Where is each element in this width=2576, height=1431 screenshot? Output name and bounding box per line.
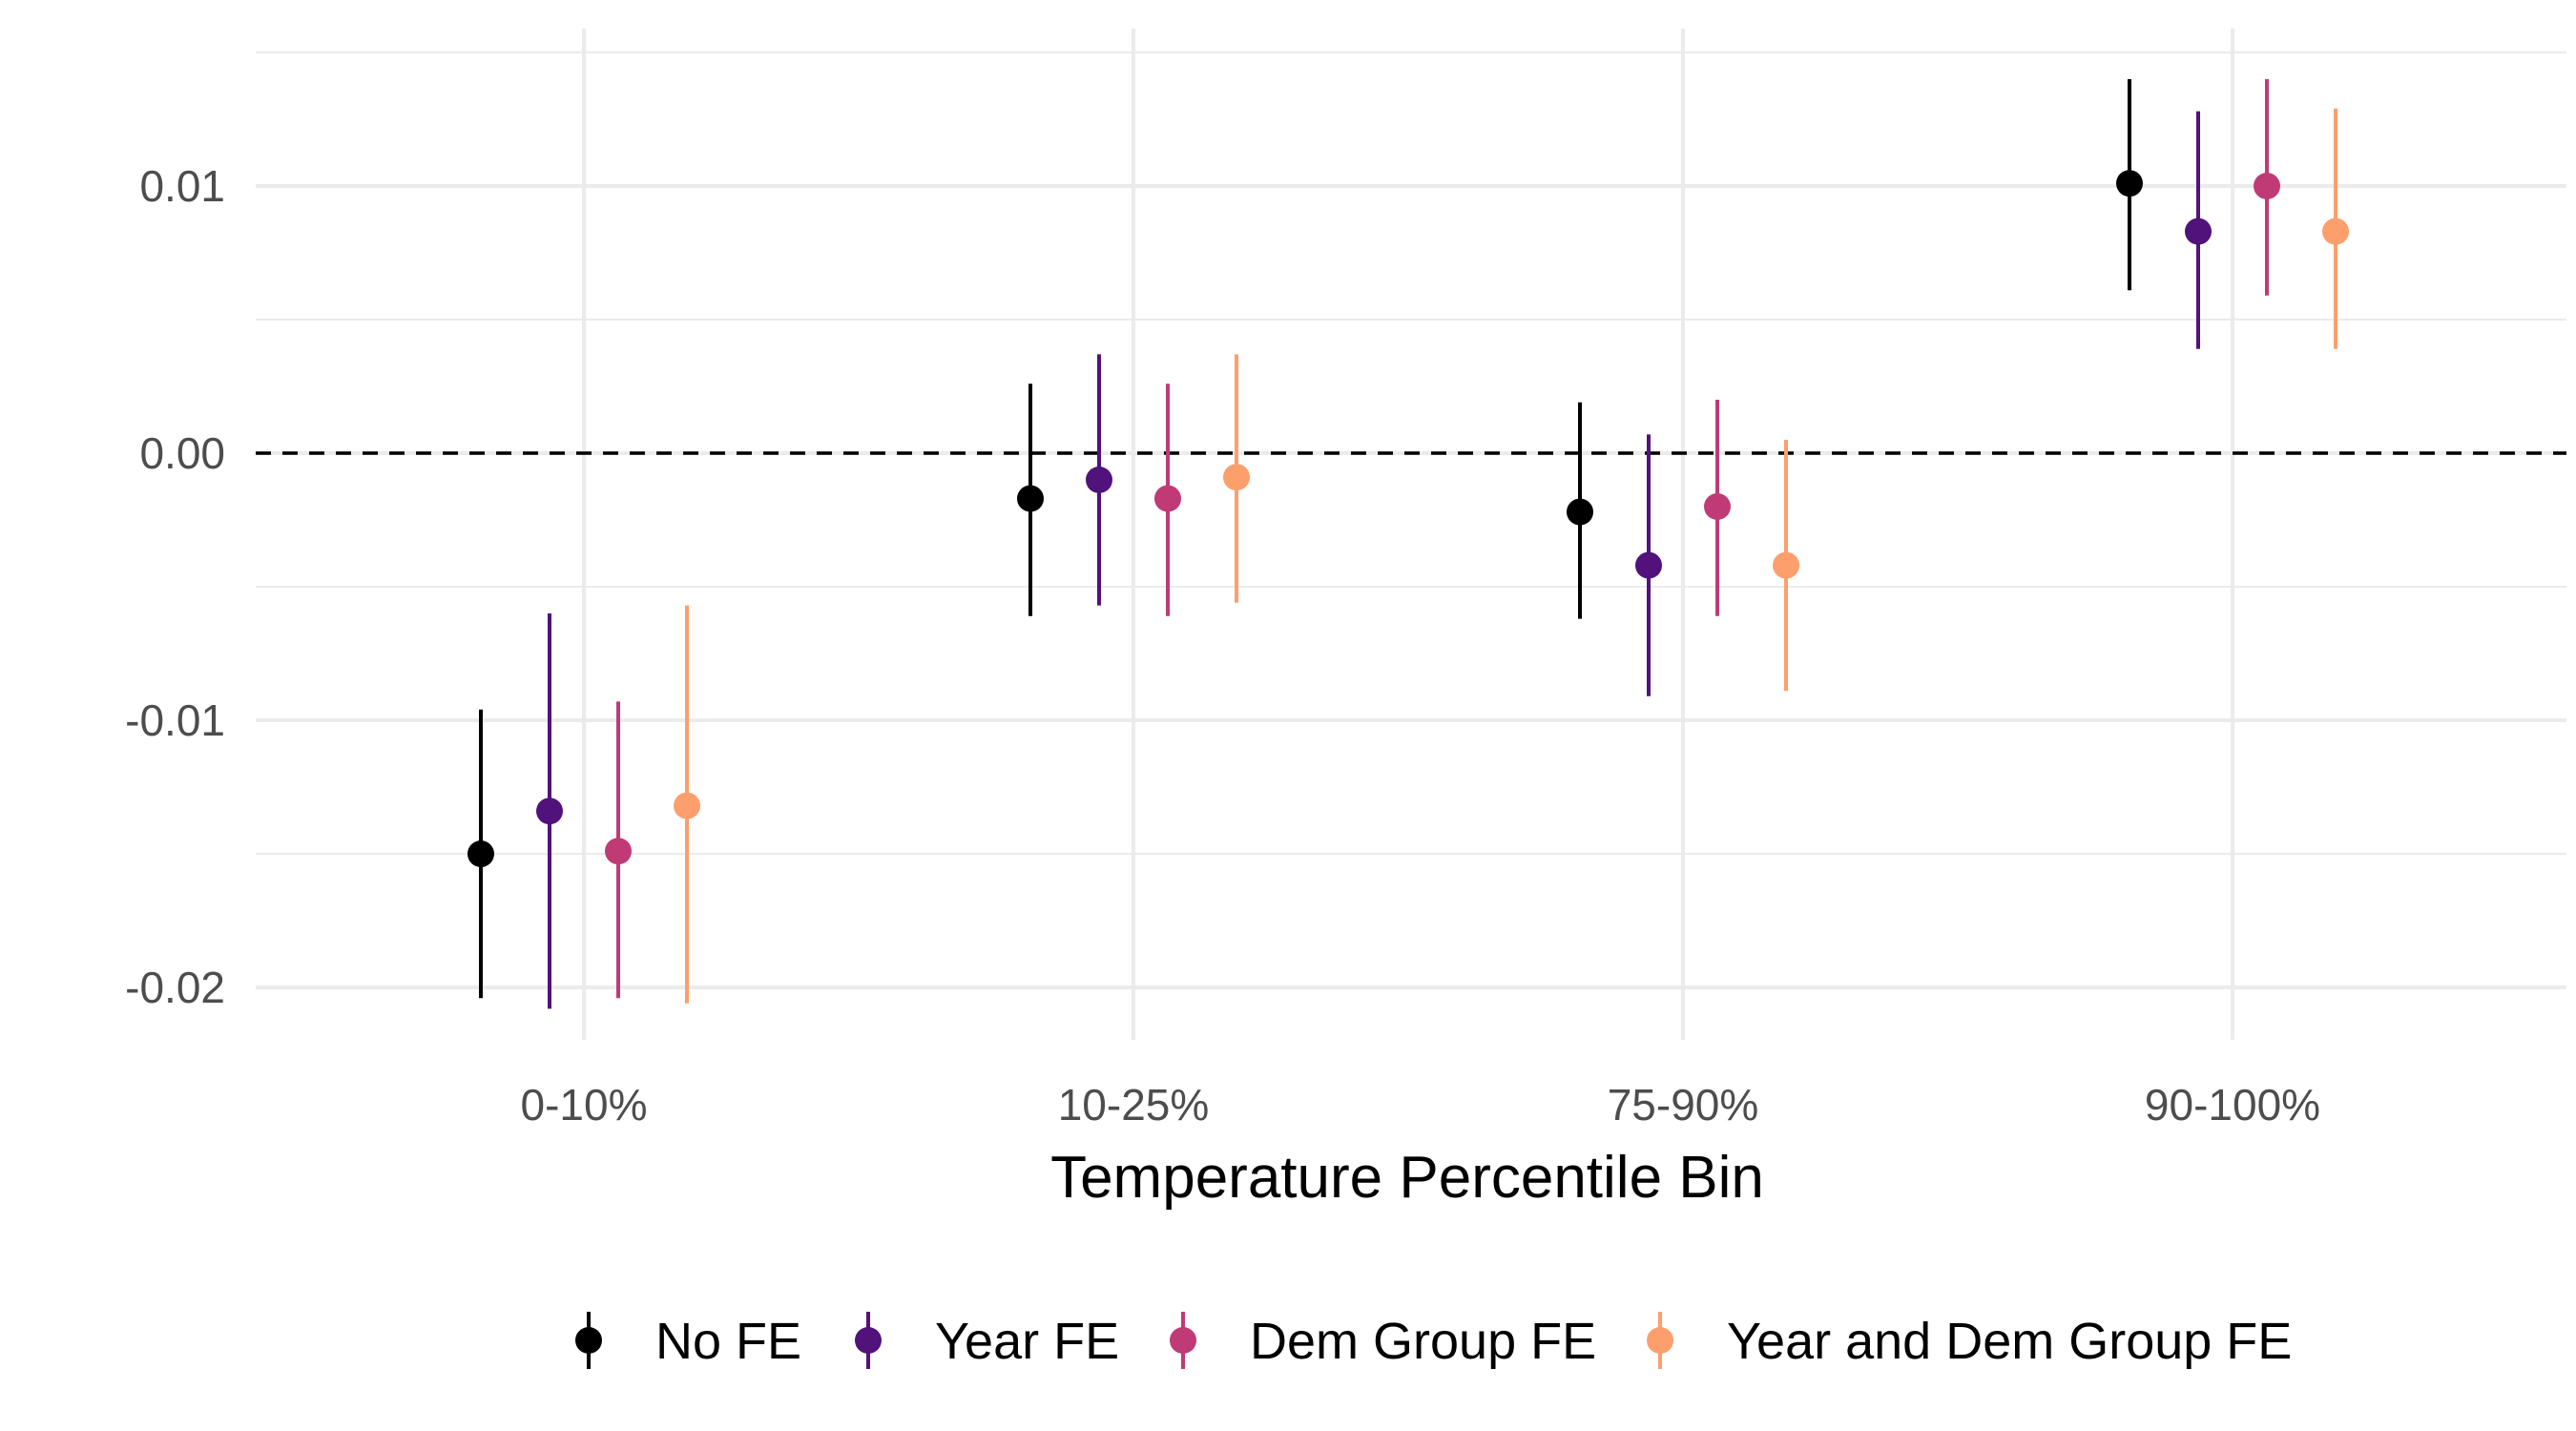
legend-item: No FE: [575, 1312, 801, 1370]
series-dem-group-fe: [605, 79, 2280, 999]
point-estimate: [1223, 464, 1250, 491]
x-axis-title: Temperature Percentile Bin: [1050, 1145, 1764, 1211]
x-tick-label: 90-100%: [2145, 1080, 2320, 1130]
series-no-fe: [467, 79, 2143, 999]
x-tick-label: 10-25%: [1058, 1080, 1210, 1130]
legend-item: Dem Group FE: [1170, 1312, 1596, 1370]
legend-item: Year and Dem Group FE: [1647, 1312, 2292, 1370]
point-estimate: [1773, 551, 1799, 579]
point-estimate: [1154, 485, 1181, 512]
legend-key-point: [575, 1327, 602, 1354]
x-axis: 0-10% 10-25% 75-90% 90-100%: [521, 1080, 2321, 1130]
point-estimate: [605, 838, 632, 865]
point-estimate: [2116, 170, 2143, 197]
point-estimate: [2322, 218, 2349, 245]
point-estimate: [2185, 218, 2212, 245]
legend-label: Year and Dem Group FE: [1727, 1313, 2292, 1370]
point-estimate: [2254, 173, 2280, 199]
legend-item: Year FE: [855, 1312, 1119, 1370]
point-estimate: [1704, 493, 1731, 520]
y-tick-label: 0.00: [139, 428, 225, 478]
point-estimate: [1567, 498, 1593, 526]
point-estimate: [1017, 485, 1044, 512]
x-tick-label: 0-10%: [521, 1080, 648, 1130]
point-estimate: [467, 840, 494, 867]
legend-label: Year FE: [935, 1313, 1119, 1370]
point-estimate: [674, 792, 700, 819]
y-tick-label: -0.02: [125, 963, 225, 1012]
point-estimate: [1086, 467, 1112, 493]
legend-label: Dem Group FE: [1250, 1313, 1596, 1370]
y-tick-label: 0.01: [139, 161, 225, 211]
series-year-fe: [536, 111, 2212, 1009]
grid: [256, 29, 2566, 1040]
legend: No FE Year FE Dem Group FE Year and Dem Gro…: [575, 1312, 2292, 1370]
legend-label: No FE: [655, 1313, 801, 1370]
legend-key-point: [1170, 1327, 1196, 1354]
y-axis: -0.02 -0.01 0.00 0.01: [125, 161, 225, 1012]
plot-marks: [467, 79, 2349, 1009]
legend-key-point: [855, 1327, 882, 1354]
x-tick-label: 75-90%: [1608, 1080, 1759, 1130]
point-estimate: [1635, 551, 1662, 579]
y-tick-label: -0.01: [125, 695, 225, 745]
point-estimate: [536, 798, 563, 825]
series-year-and-dem-group-fe: [674, 108, 2349, 1004]
legend-key-point: [1647, 1327, 1673, 1354]
